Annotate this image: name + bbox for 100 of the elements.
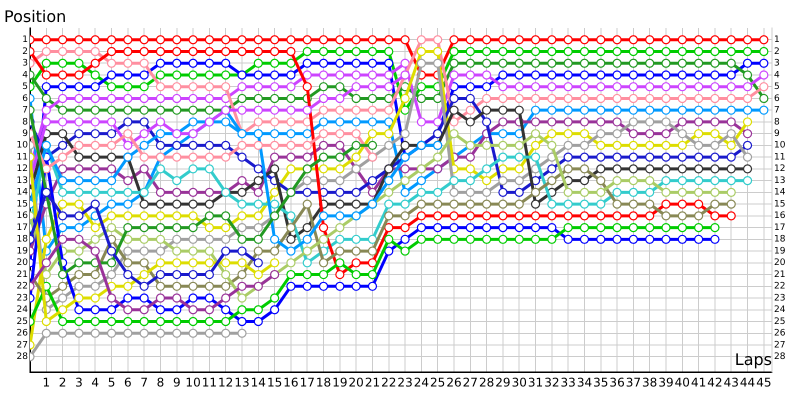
y-tick-label: 28 [16,352,28,362]
y-tick-label: 18 [16,234,28,245]
y-tick-label: 5 [22,82,28,92]
y-tick-label: 19 [16,246,28,256]
x-tick-label: 11 [202,375,218,390]
y-tick-label: 13 [16,176,28,186]
y2-tick-label: 3 [774,58,780,69]
x-tick-label: 36 [609,375,625,390]
x-tick-label: 33 [560,375,576,390]
x-tick-label: 27 [462,375,478,390]
y-tick-label: 15 [16,199,28,210]
x-tick-label: 20 [348,375,364,390]
y2-tick-label: 15 [774,199,786,210]
y-tick-label: 14 [16,188,28,198]
x-tick-label: 19 [332,375,348,390]
x-tick-label: 14 [250,375,266,390]
y2-tick-label: 10 [774,140,786,151]
y2-tick-label: 24 [774,305,786,316]
y2-tick-label: 1 [774,35,780,46]
y-tick-label: 1 [22,35,28,46]
x-tick-label: 9 [172,375,181,390]
x-tick-label: 42 [707,375,723,390]
y-tick-label: 8 [22,117,28,128]
y-tick-label: 10 [16,140,28,151]
x-tick-label: 12 [218,375,234,390]
y-tick-label: 25 [16,316,28,327]
x-tick-label: 45 [756,375,772,390]
y-tick-label: 26 [16,328,28,339]
x-tick-label: 3 [75,375,83,390]
x-tick-label: 23 [397,375,413,390]
y-tick-label: 2 [22,46,28,57]
y-tick-label: 27 [16,340,28,350]
x-tick-label: 29 [495,375,511,390]
x-tick-label: 30 [512,375,527,390]
x-tick-label: 10 [185,375,201,390]
x-tick-label: 5 [108,375,116,390]
x-tick-label: 28 [478,375,494,390]
x-tick-label: 39 [658,375,674,390]
x-tick-label: 21 [364,375,380,390]
y-tick-label: 20 [16,258,28,268]
y2-tick-label: 28 [774,352,786,362]
y2-tick-label: 5 [774,82,780,92]
y-tick-label: 9 [22,129,28,140]
y2-tick-label: 16 [774,211,786,222]
y2-tick-label: 23 [774,293,786,304]
y2-tick-label: 13 [774,176,786,186]
y2-tick-label: 17 [774,222,786,233]
x-tick-label: 43 [724,375,739,390]
x-tick-label: 1 [42,375,50,390]
y-tick-label: 3 [22,58,28,69]
y-tick-label: 7 [22,106,28,116]
x-tick-label: 34 [576,375,592,390]
x-tick-label: 35 [593,375,608,390]
y-tick-label: 11 [16,152,28,162]
y-tick-label: 12 [16,164,28,174]
y2-tick-label: 2 [774,46,780,57]
y2-tick-label: 6 [774,94,780,104]
x-tick-label: 8 [156,375,164,390]
y-tick-label: 22 [16,282,28,292]
y-tick-label: 4 [22,70,28,80]
x-tick-label: 38 [642,375,658,390]
y2-tick-label: 25 [774,316,786,327]
x-tick-label: 26 [446,375,462,390]
y2-tick-label: 8 [774,117,780,128]
x-tick-label: 24 [414,375,430,390]
y2-tick-label: 20 [774,258,786,268]
y2-tick-label: 18 [774,234,786,245]
y2-tick-label: 7 [774,106,780,116]
x-tick-label: 40 [674,375,690,390]
x-tick-label: 37 [626,375,642,390]
y2-tick-label: 26 [774,328,786,339]
x-tick-label: 17 [300,375,315,390]
x-tick-label: 6 [124,375,132,390]
x-tick-label: 44 [740,375,756,390]
y-tick-label: 17 [16,222,28,233]
y-tick-label: 21 [16,270,28,280]
x-tick-label: 22 [381,375,396,390]
x-tick-label: 18 [316,375,332,390]
x-tick-label: 4 [91,375,100,390]
x-tick-label: 7 [140,375,148,390]
y2-tick-label: 22 [774,282,786,292]
y-tick-label: 24 [16,305,28,316]
y2-tick-label: 12 [774,164,786,174]
y-tick-label: 23 [16,293,28,304]
y2-tick-label: 11 [774,152,786,162]
y2-tick-label: 4 [774,70,780,80]
x-tick-label: 25 [430,375,446,390]
x-tick-label: 41 [690,375,706,390]
y-axis-title: Position [4,7,66,26]
y-tick-label: 16 [16,211,28,222]
x-tick-label: 2 [58,375,66,390]
y2-tick-label: 19 [774,246,786,256]
x-tick-label: 13 [234,375,250,390]
y2-tick-label: 9 [774,129,780,140]
x-tick-label: 15 [266,375,282,390]
x-tick-label: 31 [528,375,544,390]
y2-tick-label: 14 [774,188,786,198]
y2-tick-label: 27 [774,340,786,350]
x-tick-label: 32 [544,375,560,390]
y-tick-label: 6 [22,94,28,104]
